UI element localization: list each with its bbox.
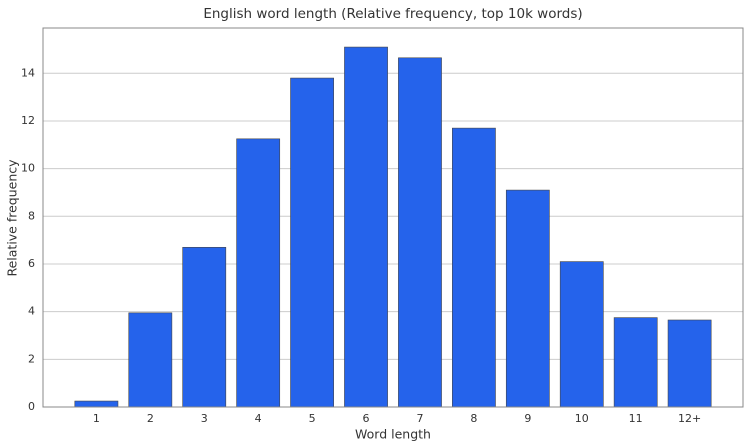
y-tick-label: 12 — [21, 114, 35, 127]
bar — [182, 246, 227, 408]
x-tick-label: 2 — [147, 412, 154, 425]
x-tick-label: 5 — [309, 412, 316, 425]
bar — [236, 138, 281, 408]
x-tick-label: 8 — [470, 412, 477, 425]
y-tick-label: 10 — [21, 162, 35, 175]
bar — [505, 189, 550, 408]
x-axis-label: Word length — [355, 427, 431, 442]
y-tick-label: 2 — [28, 352, 35, 365]
bar — [128, 312, 173, 408]
x-tick-label: 12+ — [678, 412, 701, 425]
y-axis-label: Relative frequency — [5, 159, 20, 277]
y-tick-label: 0 — [28, 400, 35, 413]
y-tick-label: 14 — [21, 66, 35, 79]
bar — [667, 319, 712, 408]
bar — [559, 261, 604, 408]
bar — [398, 57, 442, 408]
bar — [452, 127, 496, 408]
y-tick-label: 4 — [28, 305, 35, 318]
bar — [344, 46, 388, 408]
y-tick-label: 6 — [28, 257, 35, 270]
plot-frame — [42, 27, 744, 408]
bar — [290, 77, 334, 408]
bar — [613, 317, 658, 408]
chart-title: English word length (Relative frequency,… — [203, 6, 582, 22]
x-tick-label: 1 — [93, 412, 100, 425]
x-tick-label: 3 — [201, 412, 208, 425]
bar — [74, 400, 119, 408]
x-tick-label: 6 — [363, 412, 370, 425]
x-tick-label: 9 — [524, 412, 531, 425]
x-tick-label: 11 — [629, 412, 643, 425]
x-tick-label: 7 — [416, 412, 423, 425]
y-tick-label: 8 — [28, 209, 35, 222]
x-tick-label: 10 — [575, 412, 589, 425]
x-tick-label: 4 — [255, 412, 262, 425]
